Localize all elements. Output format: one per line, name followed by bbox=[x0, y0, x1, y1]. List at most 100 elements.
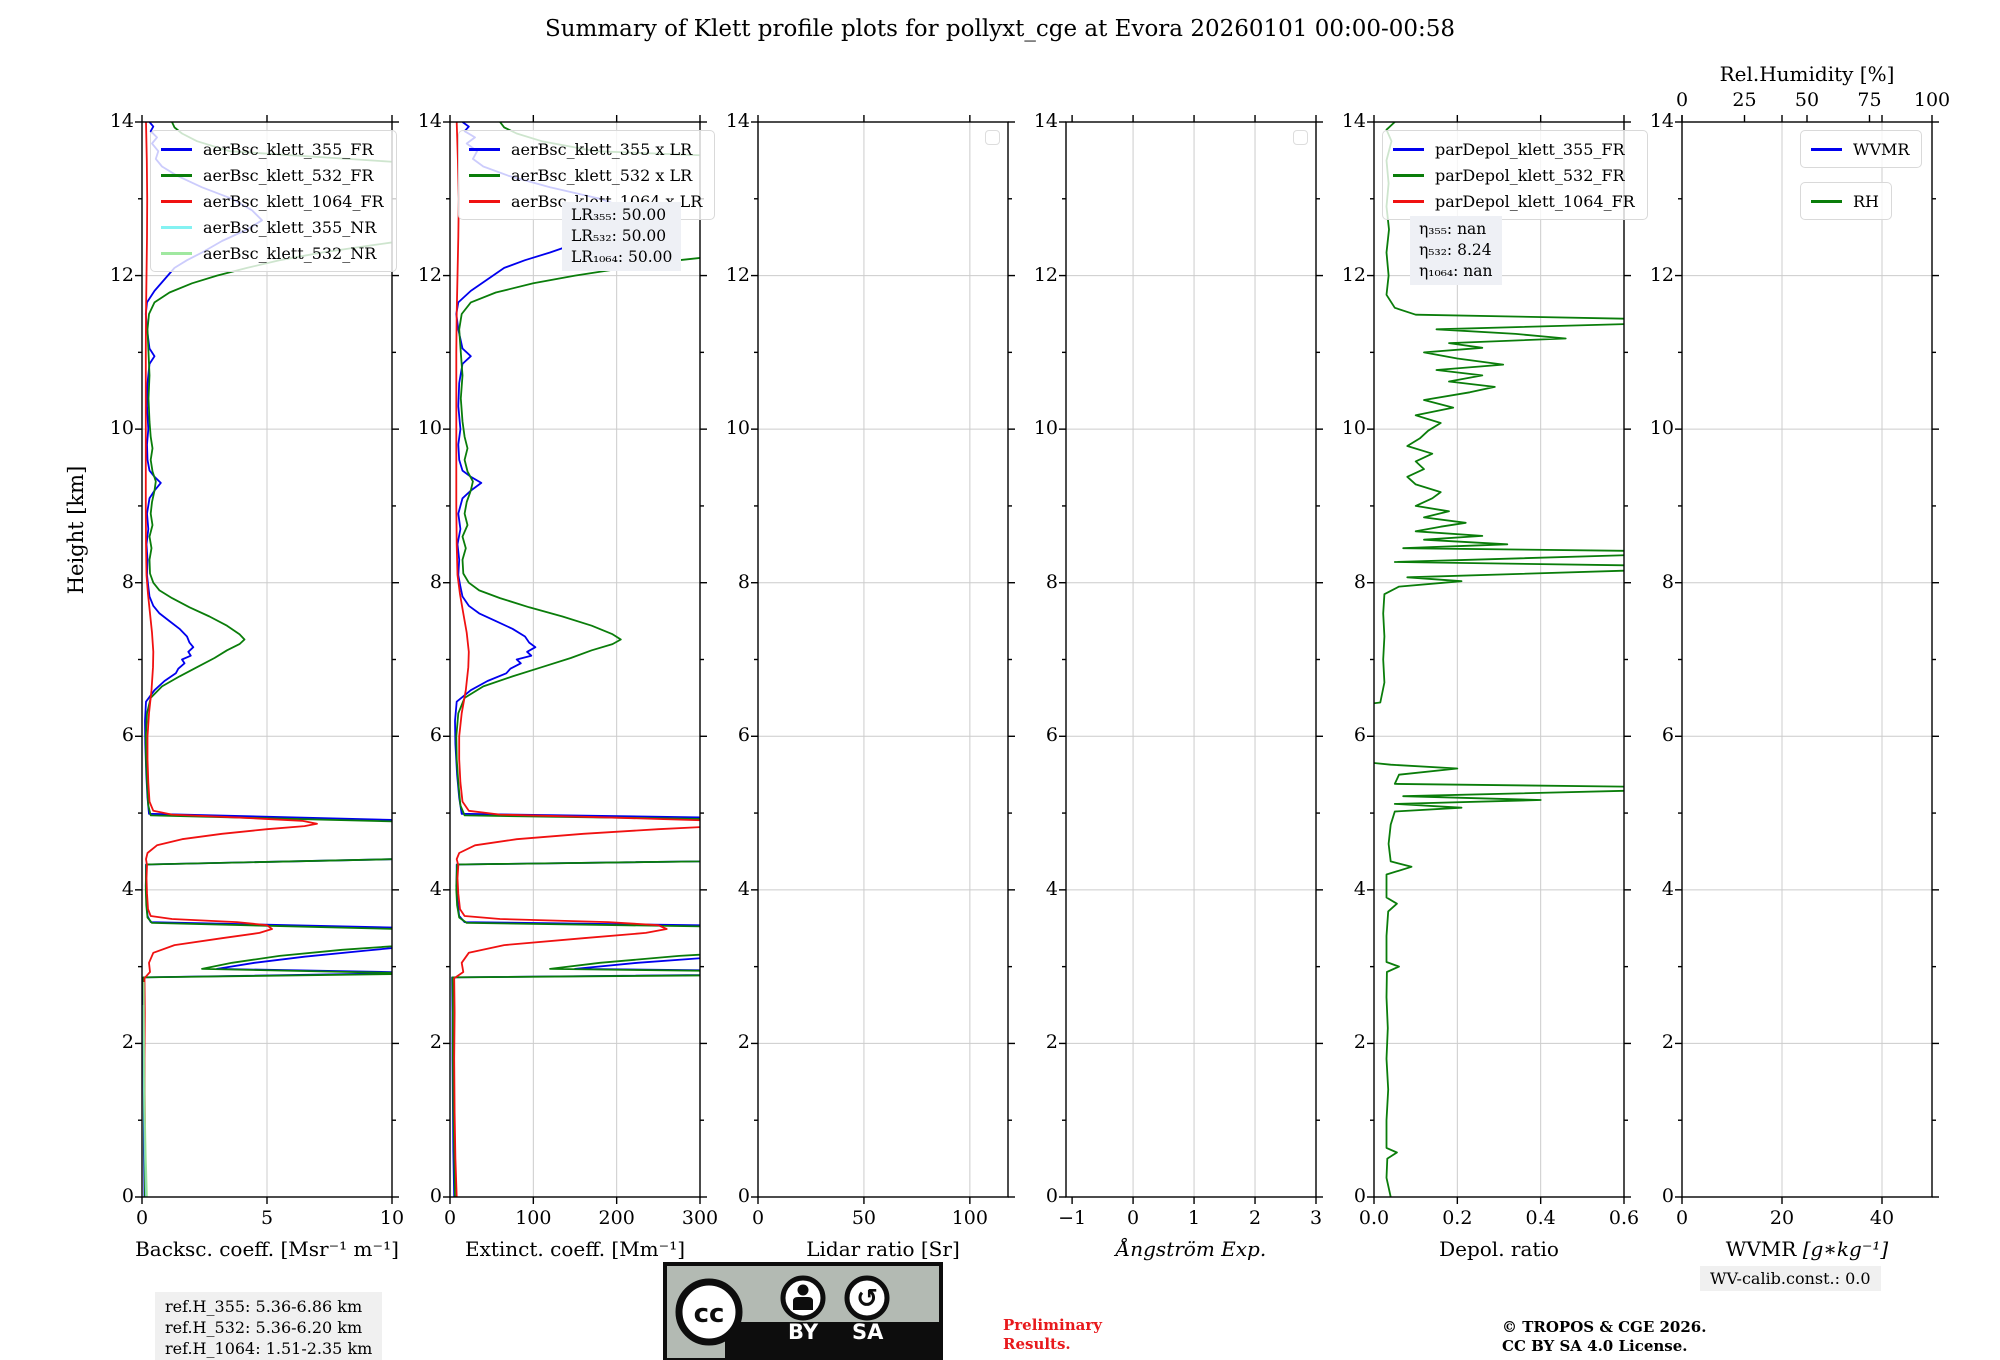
legend-empty-box bbox=[1293, 130, 1308, 145]
y-tick-label: 12 bbox=[725, 263, 750, 286]
legend-swatch bbox=[161, 225, 192, 229]
y-tick-label: 6 bbox=[1353, 724, 1366, 747]
x-axis-label-extinction: Extinct. coeff. [Mm⁻¹] bbox=[464, 1237, 686, 1261]
legend-item: aerBsc_klett_532_NR bbox=[161, 240, 384, 266]
x-tick-label: 1 bbox=[1188, 1207, 1201, 1229]
x-tick-label: 20 bbox=[1769, 1207, 1795, 1229]
plot-panel-backscatter: 0 2 4 6 8 10 12 14 0 5 10 Backsc. coeff. [Msr⁻¹ m⁻¹… bbox=[110, 110, 404, 1261]
y-tick-label: 10 bbox=[1649, 417, 1674, 440]
x-tick-label: 10 bbox=[379, 1207, 405, 1229]
y-tick-label: 10 bbox=[417, 417, 442, 440]
legend-label: aerBsc_klett_355 x LR bbox=[511, 139, 693, 159]
plot-panel-extinction: 0 2 4 6 8 10 12 14 0 100 200 300 Extinct. coeff. [Mm… bbox=[418, 110, 718, 1261]
legend-label: aerBsc_klett_355_NR bbox=[203, 217, 377, 237]
y-tick-label: 0 bbox=[1045, 1185, 1058, 1207]
x-tick-label: 0 bbox=[1675, 1207, 1689, 1229]
svg-text:cc: cc bbox=[694, 1299, 725, 1329]
legend-swatch bbox=[1393, 199, 1424, 203]
x-axis-label-depol: Depol. ratio bbox=[1439, 1237, 1559, 1261]
wv-calibration-constant: WV-calib.const.: 0.0 bbox=[1700, 1266, 1881, 1291]
plot-panel-lidar_ratio: 0 2 4 6 8 10 12 14 0 50 100 Lidar ratio [Sr] bbox=[726, 110, 1015, 1261]
cc-icon: cc bbox=[675, 1278, 743, 1346]
series-aerBsc_klett_532_NR bbox=[142, 981, 148, 1197]
plot-area-angstrom bbox=[1059, 115, 1323, 1204]
legend-item: parDepol_klett_355_FR bbox=[1393, 136, 1635, 162]
cc-sa-label: SA bbox=[852, 1320, 884, 1344]
y-tick-label: 10 bbox=[1341, 417, 1366, 440]
top-tick-label: 0 bbox=[1675, 89, 1689, 111]
legend-wvmr: WVMR bbox=[1800, 130, 1923, 168]
y-tick-label: 4 bbox=[1353, 877, 1366, 900]
x-tick-label: 50 bbox=[851, 1207, 877, 1229]
x-tick-label: 0 bbox=[1127, 1207, 1140, 1229]
legend-item: parDepol_klett_1064_FR bbox=[1393, 188, 1635, 214]
y-tick-label: 14 bbox=[1341, 110, 1366, 132]
annotation-line: η₅₃₂: 8.24 bbox=[1419, 241, 1492, 259]
share-alike-icon: ↺ bbox=[844, 1275, 890, 1321]
series-aerBsc_klett_1064 x LR bbox=[453, 122, 700, 1197]
x-tick-label: 5 bbox=[260, 1207, 274, 1229]
legend-swatch bbox=[469, 173, 500, 177]
x-tick-label: 100 bbox=[515, 1207, 552, 1229]
y-tick-label: 0 bbox=[1661, 1185, 1674, 1207]
plot-panel-wvmr: 0 2 4 6 8 10 12 14 0 20 40 WVMR [g∗kg⁻¹] 0 25 50 75 100 R… bbox=[1650, 62, 1950, 1261]
ref-height-355: ref.H_355: 5.36-6.86 km bbox=[165, 1297, 363, 1316]
y-tick-label: 8 bbox=[737, 570, 750, 593]
plot-area-backscatter bbox=[135, 115, 399, 1204]
y-axis-label: Height [km] bbox=[64, 465, 88, 595]
legend-swatch bbox=[161, 173, 192, 177]
y-tick-label: 8 bbox=[1045, 570, 1058, 593]
annotation-line: η₃₅₅: nan bbox=[1419, 220, 1487, 238]
x-tick-label: 0.2 bbox=[1442, 1207, 1473, 1229]
x-tick-label: 0.6 bbox=[1608, 1207, 1640, 1229]
y-tick-label: 4 bbox=[737, 877, 750, 900]
y-tick-label: 12 bbox=[417, 263, 442, 286]
legend-item: aerBsc_klett_355 x LR bbox=[469, 136, 702, 162]
top-tick-label: 50 bbox=[1794, 89, 1820, 111]
y-tick-label: 6 bbox=[121, 724, 134, 747]
legend-label: parDepol_klett_532_FR bbox=[1435, 165, 1625, 185]
legend-label: RH bbox=[1853, 191, 1879, 211]
legend-swatch bbox=[161, 199, 192, 203]
legend-item: parDepol_klett_532_FR bbox=[1393, 162, 1635, 188]
annotation-line: η₁₀₆₄: nan bbox=[1419, 262, 1493, 280]
legend-item: aerBsc_klett_355_FR bbox=[161, 136, 384, 162]
x-tick-label: 0.4 bbox=[1525, 1207, 1556, 1229]
legend-empty-box bbox=[985, 130, 1000, 145]
legend-swatch bbox=[469, 199, 500, 203]
y-tick-label: 6 bbox=[429, 724, 442, 747]
y-tick-label: 14 bbox=[1649, 110, 1674, 132]
figure-title: Summary of Klett profile plots for polly… bbox=[544, 16, 1456, 42]
x-tick-label: 200 bbox=[598, 1207, 635, 1229]
x-axis-label-lidar_ratio: Lidar ratio [Sr] bbox=[806, 1237, 960, 1261]
legend-item: aerBsc_klett_532 x LR bbox=[469, 162, 702, 188]
legend-label: aerBsc_klett_1064_FR bbox=[203, 191, 384, 211]
legend-label: aerBsc_klett_532_FR bbox=[203, 165, 374, 185]
plot-area-lidar_ratio bbox=[751, 115, 1015, 1204]
legend-swatch bbox=[469, 147, 500, 151]
legend-depol: parDepol_klett_355_FR parDepol_klett_532_… bbox=[1382, 130, 1648, 220]
top-tick-label: 25 bbox=[1732, 89, 1757, 111]
y-tick-label: 12 bbox=[1341, 263, 1366, 286]
y-tick-label: 2 bbox=[429, 1031, 442, 1054]
legend-label: aerBsc_klett_532 x LR bbox=[511, 165, 693, 185]
x-tick-label: −1 bbox=[1058, 1207, 1087, 1229]
legend-swatch bbox=[1393, 147, 1424, 151]
y-tick-label: 2 bbox=[1661, 1031, 1674, 1054]
top-axis-label: Rel.Humidity [%] bbox=[1719, 62, 1895, 86]
y-tick-label: 6 bbox=[1661, 724, 1674, 747]
y-tick-label: 2 bbox=[121, 1031, 134, 1054]
cc-badge-band bbox=[725, 1322, 939, 1358]
legend-swatch bbox=[1393, 173, 1424, 177]
legend-item: aerBsc_klett_1064_FR bbox=[161, 188, 384, 214]
x-tick-label: 300 bbox=[681, 1207, 719, 1229]
legend-wvmr: RH bbox=[1800, 182, 1892, 220]
annotation-line: LR₃₅₅: 50.00 bbox=[571, 206, 667, 224]
legend-swatch bbox=[161, 147, 192, 151]
top-tick-label: 100 bbox=[1913, 89, 1951, 111]
person-icon bbox=[780, 1275, 826, 1321]
x-axis-label-backscatter: Backsc. coeff. [Msr⁻¹ m⁻¹] bbox=[135, 1237, 399, 1261]
plot-area-extinction bbox=[443, 115, 707, 1204]
